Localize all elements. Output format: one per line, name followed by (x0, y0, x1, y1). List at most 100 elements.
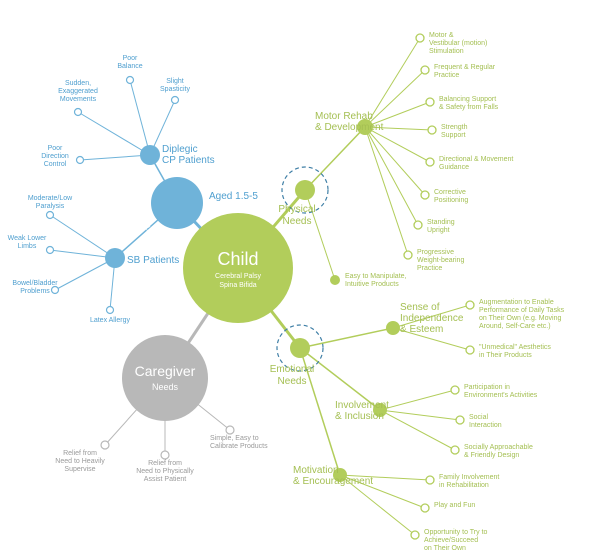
label: Need to Heavily (55, 458, 105, 465)
label: Upright (427, 227, 450, 234)
label: Target Group (141, 186, 154, 230)
label: Exaggerated (58, 88, 98, 95)
node (105, 248, 125, 268)
label: Latex Allergy (90, 317, 131, 324)
node (151, 177, 203, 229)
node (421, 191, 429, 199)
node (451, 386, 459, 394)
label: Motivation (293, 465, 339, 476)
label: Sudden,ExaggeratedMovements (58, 80, 98, 103)
label: Balancing Support& Safety from Falls (439, 96, 499, 111)
label: Direction (41, 153, 69, 160)
node (428, 126, 436, 134)
label: Positioning (434, 197, 468, 204)
label: Environment's Activities (464, 392, 538, 399)
edge (80, 155, 150, 160)
edge (380, 390, 455, 410)
label: Augmentation to EnablePerformance of Dai… (479, 299, 565, 330)
label: Easy to Manipulate,Intuitive Products (345, 273, 407, 288)
label: Easy to Manipulate, (345, 273, 407, 280)
node (295, 180, 315, 200)
label: Motor & (429, 32, 454, 39)
node (386, 321, 400, 335)
label: Relief from (63, 450, 97, 457)
node (47, 212, 54, 219)
label: & Inclusion (335, 411, 384, 422)
label: & Development (315, 122, 384, 133)
label: Spasticity (160, 86, 190, 93)
label: Caregiver (135, 363, 196, 379)
node (466, 301, 474, 309)
label: "Unmedical" Aestheticsin Their Products (479, 344, 551, 359)
label: Aged 1.5-5 (209, 191, 258, 202)
label: Participation in (464, 384, 510, 391)
label: Corrective (434, 189, 466, 196)
label: Standing (427, 219, 455, 226)
label: SocialInteraction (469, 414, 502, 429)
node (101, 441, 109, 449)
node (426, 98, 434, 106)
label: Performance of Daily Tasks (479, 307, 565, 314)
label: Augmentation to Enable (479, 299, 554, 306)
label: CorrectivePositioning (434, 189, 468, 204)
label: Poor (123, 55, 138, 62)
label: Moderate/LowParalysis (28, 195, 73, 210)
node (414, 221, 422, 229)
label: Child (217, 249, 258, 269)
label: SlightSpasticity (160, 78, 190, 93)
edge (305, 127, 365, 190)
label: Practice (434, 72, 459, 79)
label: Diplegic (162, 144, 198, 155)
label: Frequent & Regular (434, 64, 496, 71)
label: Opportunity to Try toAchieve/Succeedon T… (424, 529, 488, 552)
label: Problems (20, 288, 50, 295)
edge (300, 328, 393, 348)
label: Socially Approachable (464, 444, 533, 451)
label: Progressive (417, 249, 454, 256)
label: Bowel/BladderProblems (12, 280, 58, 295)
label: & Friendly Design (464, 452, 519, 459)
label: in Their Products (479, 352, 532, 359)
label: Guidance (439, 164, 469, 171)
label: Around, Self-Care etc.) (479, 323, 551, 330)
label: Practice (417, 265, 442, 272)
label: Relief from (148, 460, 182, 467)
label: Play and Fun (434, 502, 475, 509)
needs-mindmap: CaregiverNeedsRelief fromNeed to Heavily… (0, 0, 600, 558)
node (290, 338, 310, 358)
label: in Rehabilitation (439, 482, 489, 489)
label: Family Involvement (439, 474, 499, 481)
edge (380, 410, 460, 420)
label: Interaction (469, 422, 502, 429)
label: Motor Rehab (315, 111, 373, 122)
node (411, 531, 419, 539)
label: Play and Fun (434, 502, 475, 509)
label: Simple, Easy toCalibrate Products (210, 435, 268, 450)
edge (130, 80, 150, 155)
label: Family Involvementin Rehabilitation (439, 474, 499, 489)
label: Moderate/Low (28, 195, 73, 202)
label: Calibrate Products (210, 443, 268, 450)
label: Poor (48, 145, 63, 152)
label: StandingUpright (427, 219, 455, 234)
node (77, 157, 84, 164)
node (426, 476, 434, 484)
node (75, 109, 82, 116)
label: & Safety from Falls (439, 104, 499, 111)
label: Involvement (335, 400, 389, 411)
node (226, 426, 234, 434)
label: Control (44, 161, 67, 168)
edge (380, 410, 455, 450)
label: Balancing Support (439, 96, 496, 103)
node (161, 451, 169, 459)
label: Sudden, (65, 80, 91, 87)
label: StrengthSupport (441, 124, 468, 139)
label: Assist Patient (144, 476, 186, 483)
label: PoorBalance (117, 55, 142, 70)
label: PoorDirectionControl (41, 145, 69, 168)
label: Bowel/Bladder (12, 280, 58, 287)
label: Slight (166, 78, 184, 85)
label: Limbs (18, 243, 37, 250)
label: on Their Own (424, 545, 466, 552)
label: Movements (60, 96, 97, 103)
